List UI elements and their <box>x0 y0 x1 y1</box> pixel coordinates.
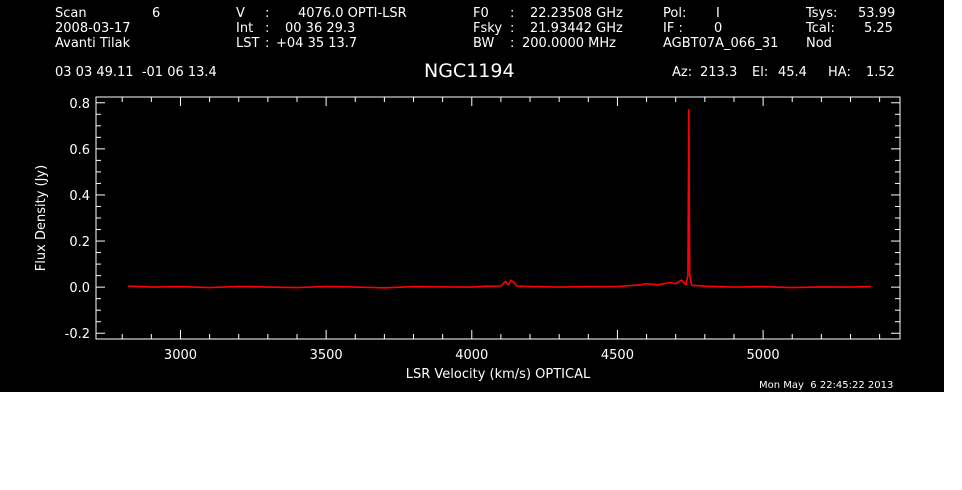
radec-coords: 03 03 49.11 -01 06 13.4 <box>55 65 217 80</box>
az-value: 213.3 <box>700 65 738 80</box>
axes-layer <box>95 96 901 340</box>
x-tick-label: 3000 <box>164 348 197 363</box>
y-tick-label: 0.4 <box>69 189 90 204</box>
y-tick-label: 0.2 <box>69 235 90 250</box>
f0-sep: : <box>510 6 515 21</box>
if-label: IF : <box>663 21 683 36</box>
y-axis-title: Flux Density (Jy) <box>34 165 49 271</box>
if-value: 0 <box>714 21 723 36</box>
fsky-sep: : <box>510 21 515 36</box>
tcal-value: 5.25 <box>864 21 893 36</box>
bw-sep: : <box>510 36 515 51</box>
scan-value: 6 <box>152 6 161 21</box>
f0-label: F0 <box>473 6 489 21</box>
tsys-label: Tsys: <box>806 6 838 21</box>
y-tick-label: 0.8 <box>69 97 90 112</box>
velocity-sep: : <box>265 6 270 21</box>
x-tick-label: 3500 <box>310 348 343 363</box>
source-name: NGC1194 <box>424 60 515 82</box>
lst-sep: : <box>265 36 270 51</box>
observer-name: Avanti Tilak <box>55 36 131 51</box>
bw-value: 200.0000 MHz <box>522 36 616 51</box>
scan-date: 2008-03-17 <box>55 21 131 36</box>
pol-label: Pol: <box>663 6 687 21</box>
ha-value: 1.52 <box>866 65 895 80</box>
plot-panel <box>0 0 944 392</box>
data-layer <box>127 108 871 289</box>
x-tick-label: 4500 <box>601 348 634 363</box>
spectrum-line <box>127 108 871 289</box>
int-value: 00 36 29.3 <box>285 21 356 36</box>
lst-value: +04 35 13.7 <box>276 36 358 51</box>
spectrum-chart: 3000 3500 4000 4500 5000 -0.2 0.0 0.2 0.4 0.6 0.8 L… <box>34 96 901 382</box>
lst-label: LST <box>236 36 260 51</box>
el-label: El: <box>752 65 769 80</box>
project-id: AGBT07A_066_31 <box>663 36 779 51</box>
x-tick-label: 4000 <box>455 348 488 363</box>
el-value: 45.4 <box>778 65 807 80</box>
proc-label: Nod <box>806 36 832 51</box>
az-label: Az: <box>672 65 693 80</box>
label-layer: 3000 3500 4000 4500 5000 -0.2 0.0 0.2 0.4 0.6 0.8 L… <box>34 97 780 382</box>
tcal-label: Tcal: <box>806 21 835 36</box>
velocity-value: 4076.0 OPTI-LSR <box>298 6 407 21</box>
plot-frame <box>95 96 901 340</box>
int-sep: : <box>265 21 270 36</box>
tsys-value: 53.99 <box>858 6 896 21</box>
int-label: Int <box>236 21 254 36</box>
pol-value: I <box>716 6 720 21</box>
y-tick-label: 0.0 <box>69 281 90 296</box>
x-axis-title: LSR Velocity (km/s) OPTICAL <box>406 367 591 382</box>
y-tick-label: 0.6 <box>69 143 90 158</box>
y-tick-label: -0.2 <box>65 327 90 342</box>
fsky-label: Fsky <box>473 21 503 36</box>
plot-timestamp: Mon May 6 22:45:22 2013 <box>759 380 894 391</box>
velocity-label: V <box>236 6 245 21</box>
bw-label: BW <box>473 36 495 51</box>
fsky-value: 21.93442 GHz <box>530 21 623 36</box>
scan-label: Scan <box>55 6 87 21</box>
f0-value: 22.23508 GHz <box>530 6 623 21</box>
ha-label: HA: <box>828 65 851 80</box>
x-tick-label: 5000 <box>747 348 780 363</box>
